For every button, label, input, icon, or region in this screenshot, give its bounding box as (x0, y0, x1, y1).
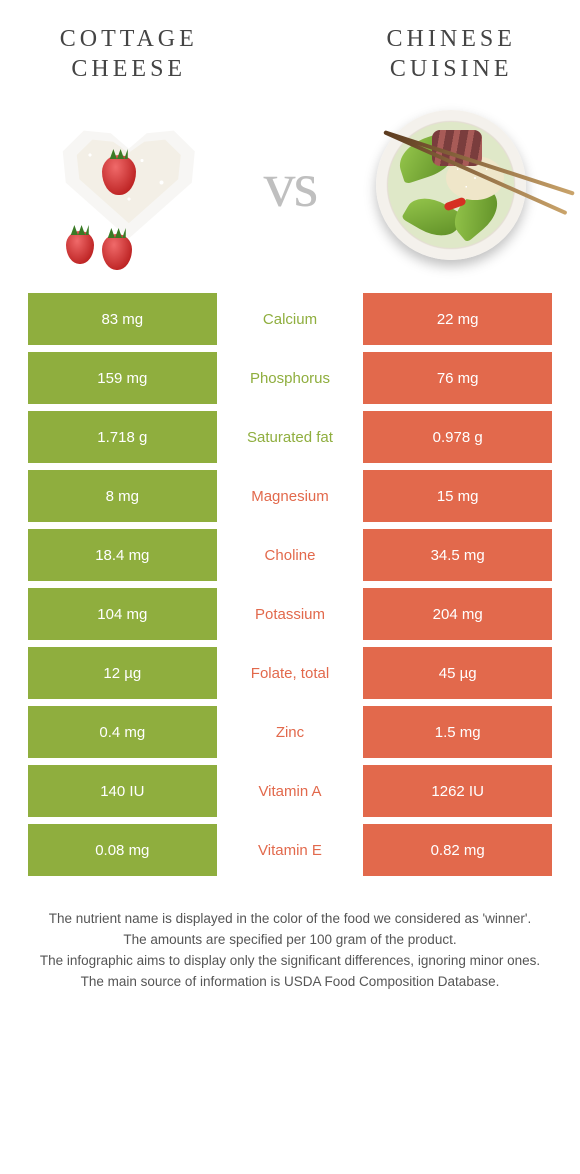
right-title-line-2: Cuisine (390, 56, 513, 82)
nutrient-name-cell: Magnesium (217, 470, 364, 522)
left-value-cell: 8 mg (28, 470, 217, 522)
nutrient-name-cell: Potassium (217, 588, 364, 640)
nutrient-row: 159 mgPhosphorus76 mg (28, 352, 552, 404)
nutrient-name-cell: Phosphorus (217, 352, 364, 404)
chinese-cuisine-icon (366, 100, 536, 270)
right-title-line-1: Chinese (387, 26, 516, 52)
nutrient-row: 83 mgCalcium22 mg (28, 293, 552, 345)
left-value-cell: 18.4 mg (28, 529, 217, 581)
nutrient-name-cell: Calcium (217, 293, 364, 345)
nutrient-row: 104 mgPotassium204 mg (28, 588, 552, 640)
nutrient-row: 0.4 mgZinc1.5 mg (28, 706, 552, 758)
nutrient-row: 140 IUVitamin A1262 IU (28, 765, 552, 817)
right-value-cell: 0.978 g (363, 411, 552, 463)
left-value-cell: 104 mg (28, 588, 217, 640)
footer-line: The nutrient name is displayed in the co… (38, 909, 542, 930)
right-food-image (350, 100, 552, 270)
infographic-container: Cottage Cheese Chinese Cuisine vs (0, 0, 580, 993)
left-value-cell: 12 µg (28, 647, 217, 699)
title-row: Cottage Cheese Chinese Cuisine (28, 20, 552, 88)
footer-line: The main source of information is USDA F… (38, 972, 542, 993)
title-spacer (230, 20, 351, 28)
nutrient-name-cell: Choline (217, 529, 364, 581)
nutrient-row: 12 µgFolate, total45 µg (28, 647, 552, 699)
nutrient-name-cell: Saturated fat (217, 411, 364, 463)
vs-label: vs (230, 148, 351, 222)
nutrient-row: 8 mgMagnesium15 mg (28, 470, 552, 522)
footer-line: The infographic aims to display only the… (38, 951, 542, 972)
footer-line: The amounts are specified per 100 gram o… (38, 930, 542, 951)
footer-notes: The nutrient name is displayed in the co… (28, 909, 552, 993)
nutrient-name-cell: Zinc (217, 706, 364, 758)
nutrient-table: 83 mgCalcium22 mg 159 mgPhosphorus76 mg 1.… (28, 286, 552, 883)
nutrient-name-cell: Vitamin A (217, 765, 364, 817)
right-value-cell: 1262 IU (363, 765, 552, 817)
right-value-cell: 22 mg (363, 293, 552, 345)
cottage-cheese-icon (44, 100, 214, 270)
right-food-title: Chinese Cuisine (350, 20, 552, 88)
right-value-cell: 76 mg (363, 352, 552, 404)
nutrient-row: 18.4 mgCholine34.5 mg (28, 529, 552, 581)
left-value-cell: 1.718 g (28, 411, 217, 463)
right-value-cell: 0.82 mg (363, 824, 552, 876)
right-value-cell: 45 µg (363, 647, 552, 699)
left-food-title: Cottage Cheese (28, 20, 230, 88)
nutrient-name-cell: Folate, total (217, 647, 364, 699)
left-food-image (28, 100, 230, 270)
right-value-cell: 34.5 mg (363, 529, 552, 581)
right-value-cell: 1.5 mg (363, 706, 552, 758)
left-value-cell: 159 mg (28, 352, 217, 404)
nutrient-row: 0.08 mgVitamin E0.82 mg (28, 824, 552, 876)
left-value-cell: 140 IU (28, 765, 217, 817)
left-value-cell: 0.08 mg (28, 824, 217, 876)
left-title-line-1: Cottage (60, 26, 198, 52)
nutrient-name-cell: Vitamin E (217, 824, 364, 876)
left-value-cell: 0.4 mg (28, 706, 217, 758)
left-title-line-2: Cheese (71, 56, 186, 82)
right-value-cell: 15 mg (363, 470, 552, 522)
nutrient-row: 1.718 gSaturated fat0.978 g (28, 411, 552, 463)
left-value-cell: 83 mg (28, 293, 217, 345)
right-value-cell: 204 mg (363, 588, 552, 640)
hero-row: vs (28, 100, 552, 270)
